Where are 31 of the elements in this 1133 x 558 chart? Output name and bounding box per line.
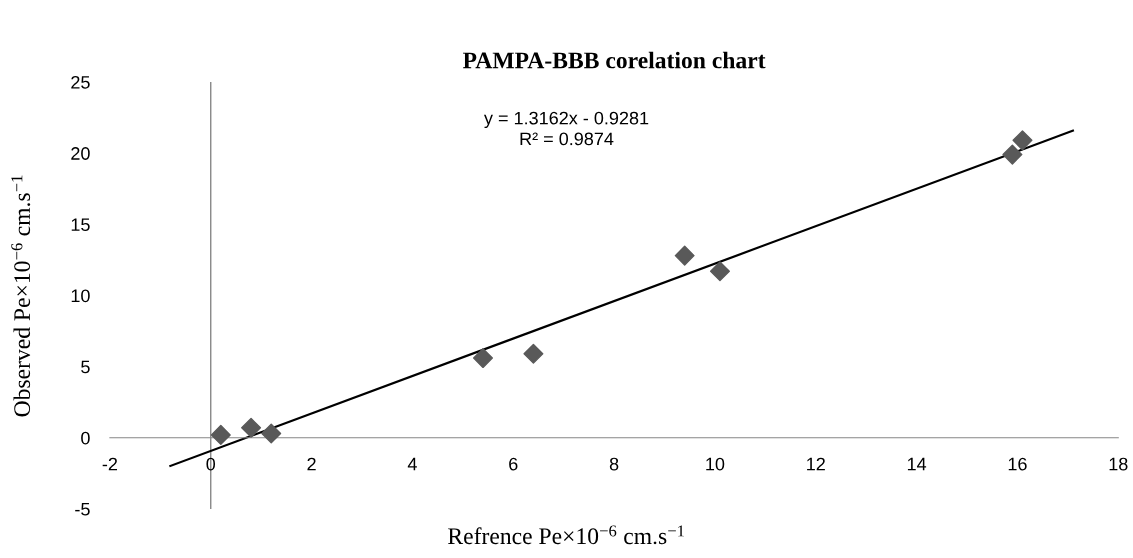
y-tick-label: 15 — [71, 218, 90, 232]
y-tick-label: 5 — [81, 360, 90, 374]
point — [1012, 130, 1033, 151]
point — [1002, 144, 1023, 165]
y-tick-label: 10 — [71, 289, 90, 303]
point — [674, 245, 695, 266]
chart-title: PAMPA-BBB corelation chart — [463, 51, 766, 69]
x-tick-label: 14 — [907, 457, 927, 471]
x-tick-label: 8 — [609, 457, 619, 471]
point — [210, 424, 231, 445]
point — [472, 348, 494, 369]
y-tick-label: 0 — [81, 431, 90, 445]
point — [709, 261, 730, 282]
x-tick-label: 10 — [706, 457, 725, 471]
x-axis-title: Refrence Pe×10$^{−6}$ cm.s$^{−1}$ — [448, 525, 684, 545]
point — [261, 423, 282, 444]
y-tick-label: 20 — [71, 147, 90, 160]
x-tick-label: -2 — [102, 457, 118, 471]
x-tick-label: 12 — [807, 457, 825, 471]
point — [241, 417, 262, 438]
y-tick-label: -5 — [75, 503, 90, 516]
x-tick-label: 4 — [407, 457, 417, 471]
x-tick-label: 0 — [206, 457, 216, 471]
x-tick-label: 16 — [1008, 457, 1027, 471]
y-tick-label: 25 — [71, 75, 90, 89]
x-tick-label: 2 — [307, 457, 316, 471]
x-tick-label: 6 — [509, 457, 518, 471]
point — [523, 343, 544, 364]
annotation: y = 1.3162x - 0.9281 R² = 0.9874 — [483, 111, 649, 146]
y-axis-title: Observed Pe×10$^{−6}$ cm.s$^{−1}$ — [11, 175, 31, 417]
x-tick-label: 18 — [1109, 457, 1128, 471]
